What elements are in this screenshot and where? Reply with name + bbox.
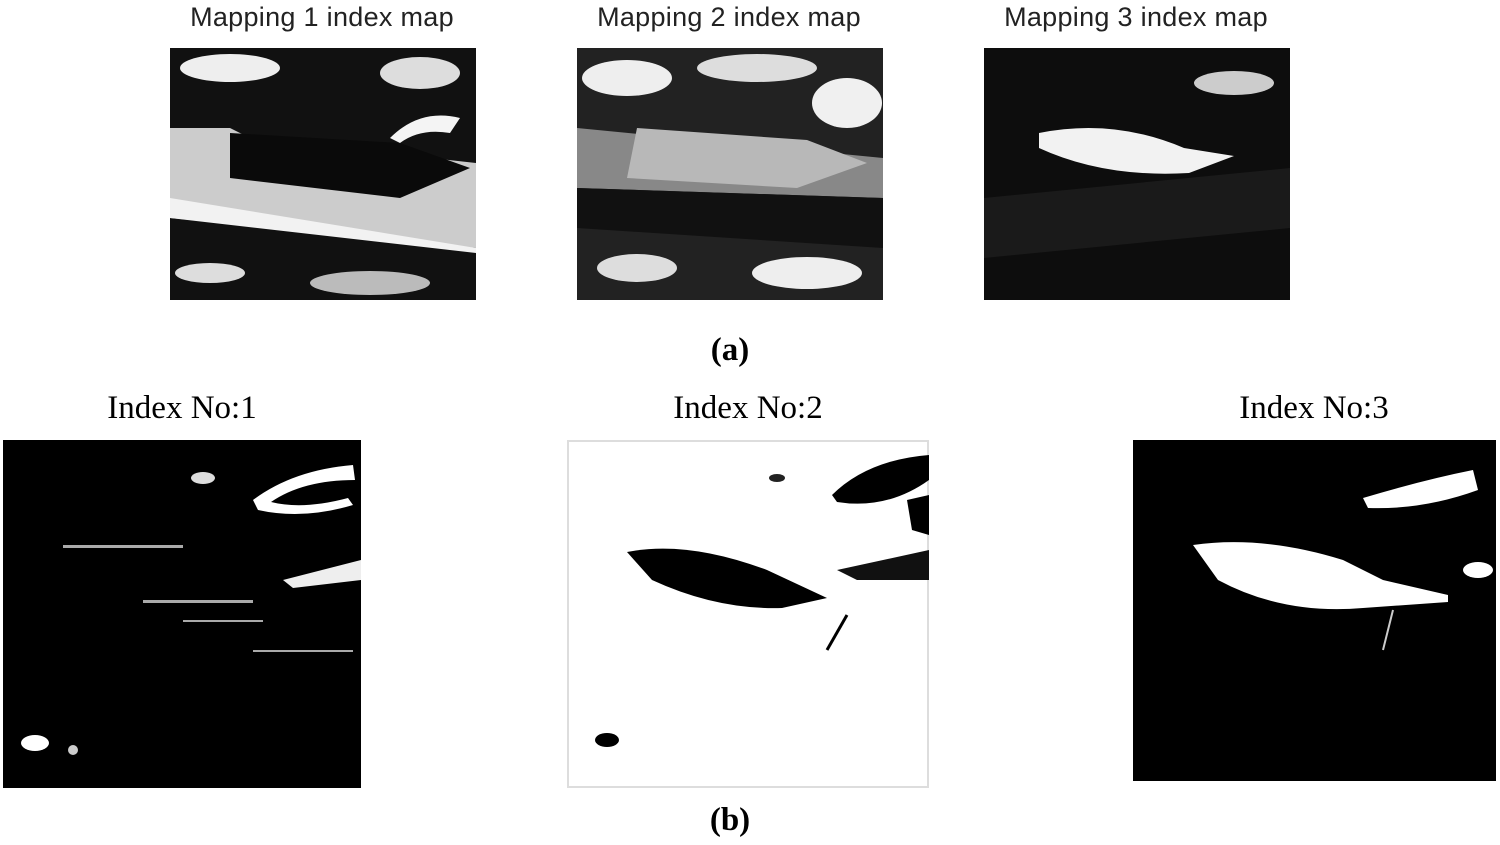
index-3-title: Index No:3: [1239, 390, 1389, 426]
mapping-3-image: [984, 48, 1290, 300]
index-3-image: [1133, 440, 1496, 781]
mapping-2-title: Mapping 2 index map: [597, 2, 861, 32]
index-1-title: Index No:1: [107, 390, 257, 426]
index-1-image: [3, 440, 361, 788]
panel-a-caption: (a): [710, 332, 750, 368]
index-2-image: [567, 440, 929, 788]
index-2-title: Index No:2: [673, 390, 823, 426]
mapping-3-title: Mapping 3 index map: [1004, 2, 1268, 32]
mapping-1-title: Mapping 1 index map: [190, 2, 454, 32]
panel-b-caption: (b): [709, 802, 751, 838]
mapping-1-image: [170, 48, 476, 300]
mapping-2-image: [577, 48, 883, 300]
